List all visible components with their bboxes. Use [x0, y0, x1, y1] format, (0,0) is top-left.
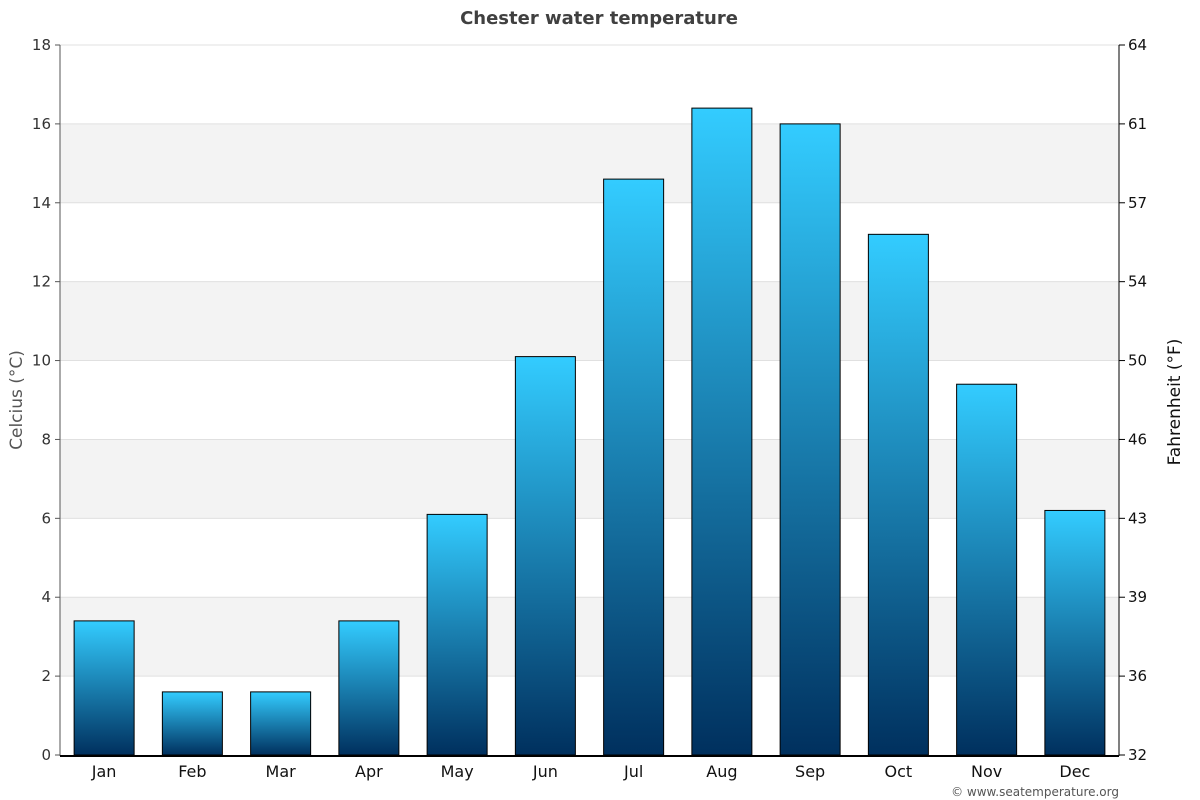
gridlines [60, 44, 1119, 677]
bars [73, 107, 1106, 756]
category-label: Sep [795, 762, 825, 781]
right-tick-labels: 32 36 39 43 46 50 54 57 61 64 [1119, 36, 1147, 764]
left-tick-label: 2 [41, 667, 51, 685]
category-label: Nov [971, 762, 1002, 781]
left-tick-label: 12 [32, 273, 51, 291]
background-band [60, 439, 1119, 519]
y-axis-title-right: Fahrenheit (°F) [1165, 339, 1185, 466]
right-tick-label: 36 [1128, 667, 1147, 685]
left-tick-label: 6 [41, 509, 51, 527]
y-axis-title-left: Celcius (°C) [7, 350, 27, 450]
credit-text: © www.seatemperature.org [951, 785, 1119, 799]
right-tick-label: 46 [1128, 430, 1147, 448]
category-labels: Jan Feb Mar Apr May Jun Jul Aug Sep Oct Nov Dec [91, 762, 1091, 781]
bar-aug [691, 107, 753, 756]
bar-jan [73, 620, 135, 756]
chart-title: Chester water temperature [460, 8, 738, 29]
background-bands [60, 123, 1119, 677]
category-label: Aug [706, 762, 737, 781]
category-label: Jun [532, 762, 558, 781]
left-tick-label: 4 [41, 588, 51, 606]
left-tick-label: 14 [32, 194, 51, 212]
right-tick-label: 54 [1128, 273, 1147, 291]
background-band [60, 597, 1119, 677]
right-tick-label: 50 [1128, 352, 1147, 370]
right-tick-label: 57 [1128, 194, 1147, 212]
right-tick-label: 39 [1128, 588, 1147, 606]
bar-apr [338, 620, 400, 756]
background-band [60, 281, 1119, 361]
bar-jul [603, 178, 665, 756]
background-band [60, 123, 1119, 203]
category-label: Apr [355, 762, 383, 781]
bar-feb [161, 691, 223, 756]
bar-mar [250, 691, 312, 756]
category-label: Oct [885, 762, 913, 781]
left-tick-label: 8 [41, 430, 51, 448]
bar-sep [779, 123, 841, 756]
category-label: Jan [91, 762, 117, 781]
left-tick-labels: 0 2 4 6 8 10 12 14 16 18 [32, 36, 60, 764]
bar-dec [1044, 509, 1106, 756]
bar-may [426, 513, 488, 756]
category-label: Mar [266, 762, 297, 781]
category-label: Feb [178, 762, 206, 781]
left-tick-label: 16 [32, 115, 51, 133]
category-label: May [441, 762, 474, 781]
left-tick-label: 0 [41, 746, 51, 764]
left-tick-label: 10 [32, 352, 51, 370]
category-label: Dec [1059, 762, 1090, 781]
bar-jun [514, 356, 576, 756]
right-tick-label: 64 [1128, 36, 1147, 54]
category-label: Jul [623, 762, 643, 781]
right-tick-label: 61 [1128, 115, 1147, 133]
left-tick-label: 18 [32, 36, 51, 54]
bar-oct [867, 233, 929, 756]
right-tick-label: 43 [1128, 509, 1147, 527]
bar-nov [956, 383, 1018, 756]
right-tick-label: 32 [1128, 746, 1147, 764]
